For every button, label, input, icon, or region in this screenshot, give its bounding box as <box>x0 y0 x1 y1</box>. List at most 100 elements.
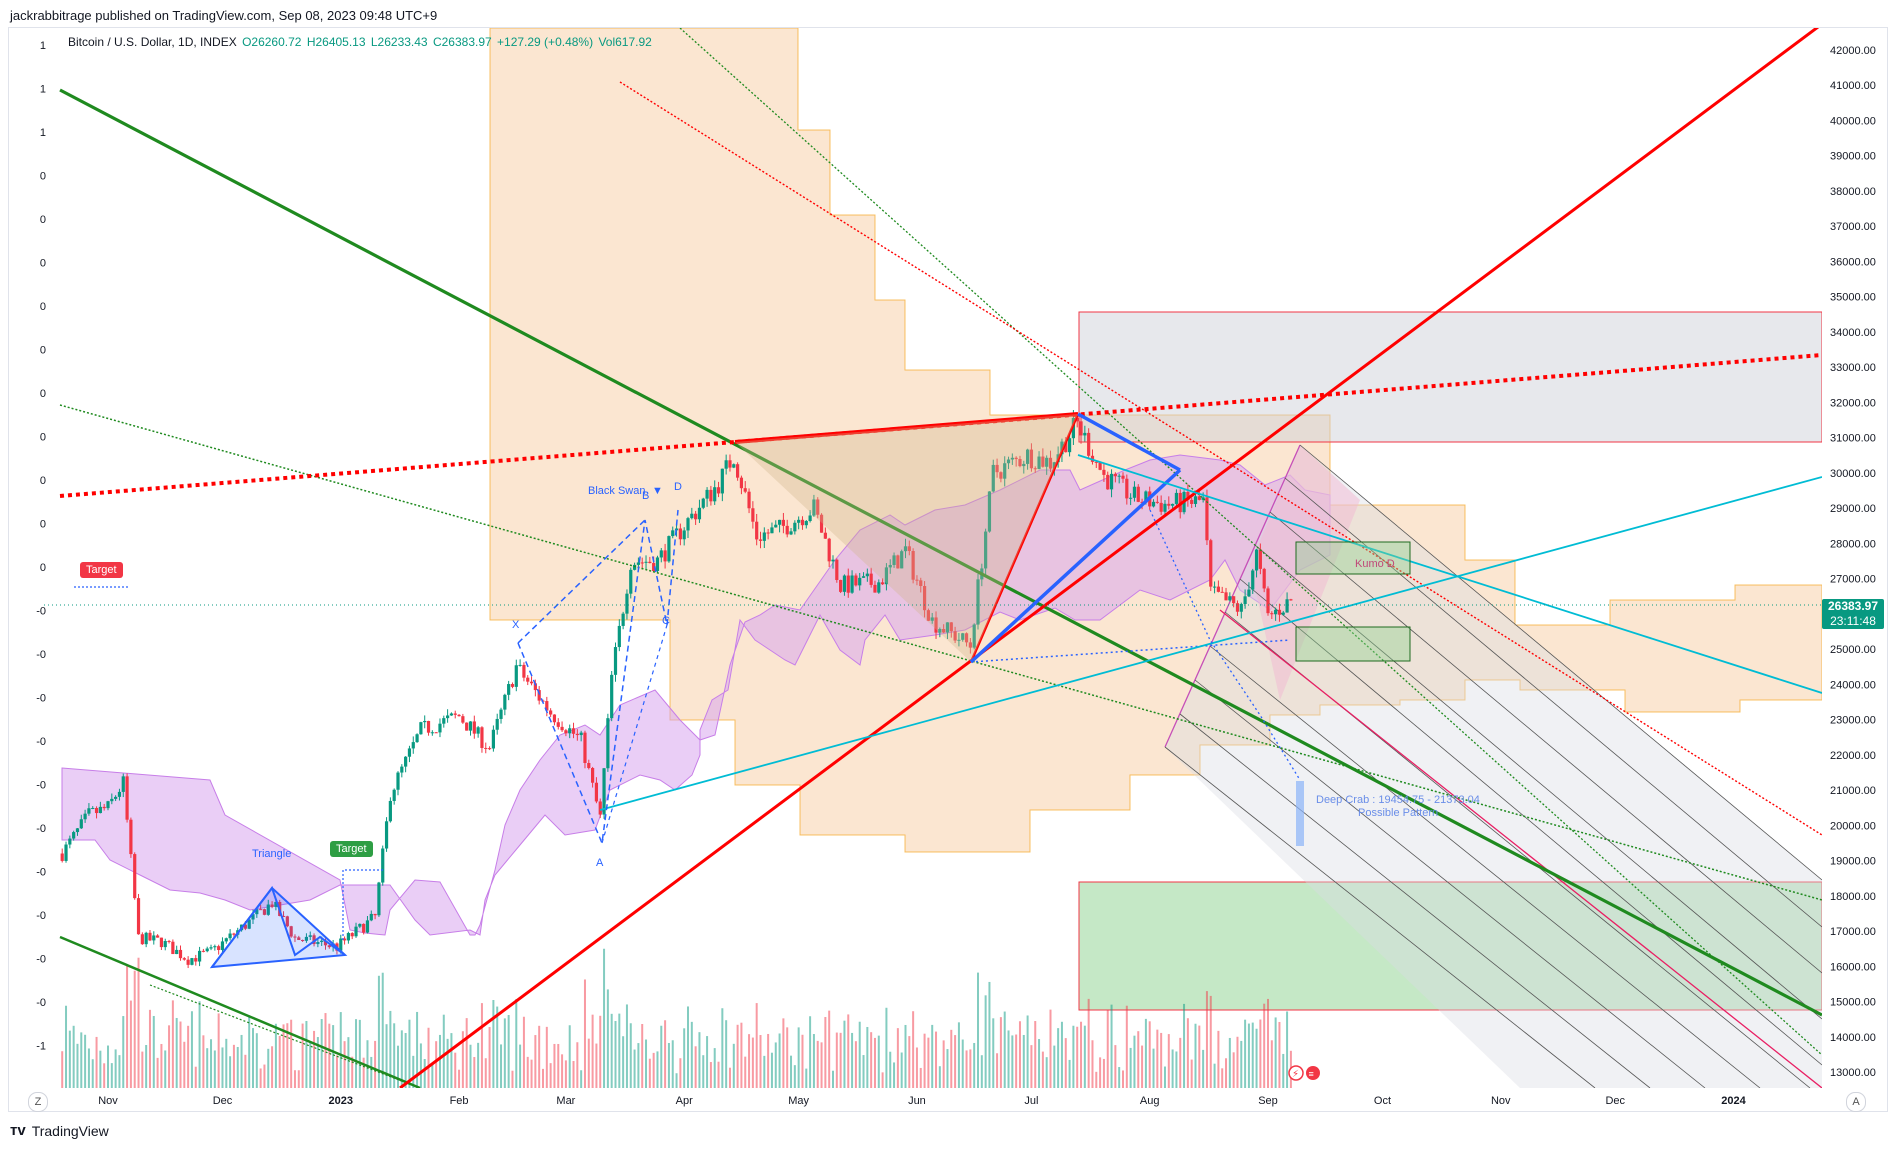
candle-body <box>453 713 457 715</box>
volume-bar <box>1114 1045 1117 1088</box>
auto-scale-button[interactable]: A <box>1846 1092 1866 1112</box>
candle-body <box>121 776 125 792</box>
candle-body <box>568 728 572 734</box>
triangle-zigzag <box>211 885 346 968</box>
candle-body <box>964 633 969 643</box>
candle-body <box>762 532 766 541</box>
candle-body <box>785 525 789 535</box>
candle-body <box>369 913 373 921</box>
deep-crab-bar <box>1296 781 1304 846</box>
candle-body <box>850 575 854 593</box>
candle-body <box>598 801 602 815</box>
volume-bar <box>820 1042 823 1088</box>
candle-body <box>755 521 759 540</box>
candle-body <box>423 720 427 723</box>
volume-bar <box>694 1046 697 1088</box>
candle-body <box>491 729 495 749</box>
candle-body <box>186 959 190 965</box>
volume-bar <box>572 1061 575 1088</box>
kumo-box-bottom <box>1295 626 1411 662</box>
y-tick-label: 17000.00 <box>1830 926 1876 938</box>
candle-body <box>159 937 164 948</box>
x-tick-label: Aug <box>1140 1095 1160 1107</box>
volume-bar <box>1045 1057 1048 1088</box>
volume-bar <box>1263 1003 1266 1088</box>
volume-bar <box>713 1048 716 1088</box>
xabcd-pattern <box>517 509 679 846</box>
volume-bar <box>687 1006 689 1088</box>
candle-body <box>671 530 675 537</box>
candle-body <box>79 819 83 829</box>
candle-body <box>537 690 541 701</box>
candle-body <box>308 935 312 937</box>
candle-body <box>152 935 156 941</box>
volume-bar <box>1209 995 1212 1088</box>
candle-body <box>98 806 102 814</box>
candle-body <box>1125 478 1129 499</box>
label-deep-crab: Deep Crab : 19454.75 - 21373.04 <box>1316 794 1480 806</box>
volume-bar <box>500 1044 503 1088</box>
volume-bar <box>931 1024 934 1088</box>
volume-bar <box>301 1023 304 1088</box>
volume-bar <box>400 1030 403 1088</box>
volume-bar <box>759 1035 762 1088</box>
volume-bar <box>1060 1021 1063 1088</box>
candle-body <box>1270 613 1274 615</box>
price-axis[interactable]: 42000.00 41000.00 40000.00 39000.00 38000.00… <box>1830 45 1876 1079</box>
indicator-icons[interactable]: ⚡ ≡ <box>1288 1065 1320 1081</box>
candle-body <box>171 941 175 955</box>
candle-body <box>430 732 434 734</box>
volume-bar <box>171 1000 174 1088</box>
volume-bar <box>717 1061 720 1088</box>
candle-body <box>396 772 400 790</box>
candle-body <box>949 622 953 632</box>
volume-bar <box>65 1005 68 1088</box>
published-line: jackrabbitrage published on TradingView.… <box>10 8 438 23</box>
volume-bar <box>744 1056 747 1088</box>
candle-body <box>1067 438 1072 453</box>
y-tick-label: 13000.00 <box>1830 1067 1876 1079</box>
candle-body <box>1247 589 1251 597</box>
time-axis[interactable]: Nov Dec 2023 Feb Mar Apr May Jun Jul Aug Sep Oct Nov… <box>98 1095 1746 1107</box>
volume-bar <box>1217 1030 1220 1088</box>
volume-bar <box>278 1036 281 1088</box>
zoom-reset-button[interactable]: Z <box>28 1092 48 1112</box>
candlestick-series <box>60 410 1293 969</box>
candle-body <box>1144 491 1148 503</box>
volume-bar <box>431 1062 434 1088</box>
candle-body <box>602 768 606 815</box>
candle-body <box>747 491 751 509</box>
candle-body <box>1026 449 1030 464</box>
volume-bar <box>1011 1035 1014 1088</box>
candle-body <box>320 940 324 943</box>
volume-bar <box>793 1065 796 1088</box>
volume-bar <box>1225 1058 1228 1088</box>
candle-body <box>1281 612 1285 615</box>
candle-body <box>934 617 938 633</box>
candle-body <box>587 762 591 769</box>
candle-body <box>667 536 671 562</box>
candle-body <box>182 958 186 960</box>
volume-bar <box>614 1020 617 1088</box>
volume-bar <box>190 1011 193 1088</box>
y-tick-label: 37000.00 <box>1830 221 1876 233</box>
candle-body <box>888 564 892 568</box>
volume-bar <box>374 1040 377 1088</box>
candle-body <box>1205 497 1209 541</box>
candle-body <box>72 832 76 839</box>
legend-change: +127.29 (+0.48%) <box>497 35 594 49</box>
candle-body <box>892 555 896 565</box>
bolt-icon <box>1288 1065 1304 1081</box>
candle-body <box>571 728 576 734</box>
volume-bar <box>480 1003 483 1088</box>
last-price-tag: 26383.97 23:11:48 <box>1822 599 1884 629</box>
candle-body <box>1033 468 1037 470</box>
countdown: 23:11:48 <box>1830 614 1876 628</box>
candle-body <box>197 950 202 962</box>
volume-bar <box>1064 1038 1067 1088</box>
candle-body <box>323 940 328 946</box>
volume-bar <box>1083 1025 1086 1088</box>
candle-body <box>217 946 221 951</box>
candle-body <box>1006 459 1011 464</box>
